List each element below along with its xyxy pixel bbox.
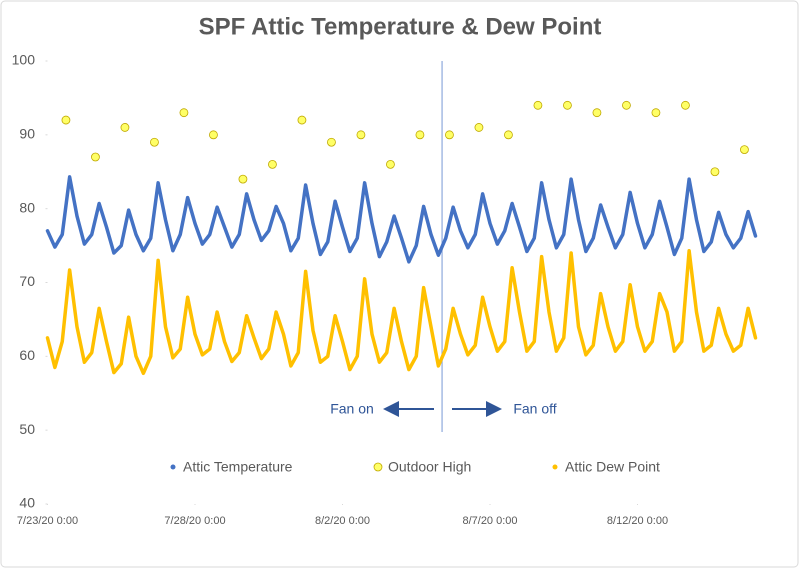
data-point (622, 100, 631, 110)
data-line (45, 175, 758, 264)
x-tick-label: 7/23/20 0:00 (17, 515, 78, 527)
y-tick-label: 40 (19, 495, 35, 511)
data-point (61, 115, 71, 125)
data-point (209, 130, 218, 140)
y-tick-label: 90 (19, 126, 35, 142)
data-point (415, 130, 425, 140)
x-tick-label: 7/28/20 0:00 (164, 515, 225, 527)
y-tick-label: 100 (12, 52, 36, 68)
data-point (356, 130, 366, 140)
data-point (740, 145, 749, 155)
y-tick-label: 60 (19, 347, 35, 363)
data-point (179, 108, 189, 118)
x-tick-label: 8/12/20 0:00 (607, 515, 668, 527)
data-line (45, 249, 758, 376)
y-tick-label: 70 (19, 273, 35, 289)
data-point (533, 100, 543, 110)
legend-marker (373, 462, 383, 472)
data-point (238, 174, 248, 184)
data-point (681, 100, 690, 110)
chart-title: SPF Attic Temperature & Dew Point (199, 13, 602, 40)
legend-label: Attic Temperature (183, 459, 293, 475)
legend-label: Attic Dew Point (565, 459, 660, 475)
data-point (592, 108, 602, 118)
legend-marker (552, 464, 558, 470)
data-point (327, 137, 336, 147)
data-point (120, 123, 130, 132)
data-point (297, 115, 307, 125)
data-point (91, 152, 100, 162)
x-tick-label: 8/2/20 0:00 (315, 515, 370, 527)
x-tick-label: 8/7/20 0:00 (462, 515, 517, 527)
legend-label: Outdoor High (388, 459, 471, 475)
legend-marker (170, 464, 176, 470)
data-point (445, 130, 454, 140)
data-point (651, 108, 661, 118)
data-point (150, 137, 159, 147)
y-tick-label: 80 (19, 199, 35, 215)
data-point (474, 123, 484, 132)
y-tick-label: 50 (19, 421, 35, 437)
annotation: Fan on (330, 401, 374, 417)
data-point (504, 130, 513, 140)
annotation: Fan off (513, 401, 556, 417)
data-point (563, 100, 572, 110)
data-point (268, 159, 277, 169)
data-point (386, 159, 395, 169)
data-point (710, 167, 720, 177)
